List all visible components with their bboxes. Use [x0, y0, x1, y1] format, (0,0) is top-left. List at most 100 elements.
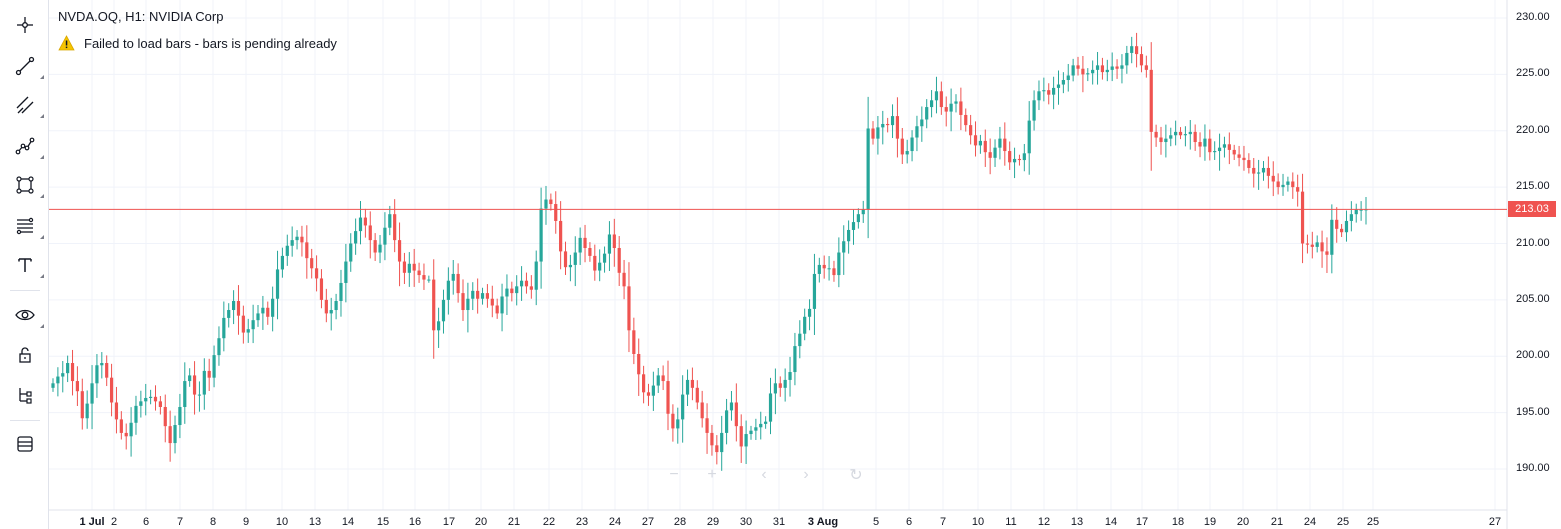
candle-body [56, 376, 60, 384]
chart-grid [49, 0, 1507, 510]
candle [1330, 204, 1334, 274]
candle-body [480, 293, 485, 299]
candle [178, 393, 182, 439]
candle [222, 301, 226, 352]
layers-button[interactable] [8, 429, 42, 459]
candle [402, 252, 407, 285]
submenu-indicator-icon [40, 274, 44, 278]
crosshair-tool[interactable] [8, 10, 42, 40]
text-tool[interactable] [8, 250, 44, 280]
candle [1105, 59, 1109, 82]
candle [954, 94, 958, 113]
candle-body [305, 242, 309, 259]
candle-body [222, 317, 226, 339]
candle-body [856, 214, 860, 223]
candle-body [1335, 219, 1339, 229]
candle-body [500, 296, 504, 314]
time-tick-label: 27 [641, 516, 655, 528]
time-tick-label: 20 [1236, 516, 1250, 528]
candle-body [651, 385, 655, 396]
candle-body [124, 432, 128, 437]
candle [285, 234, 289, 266]
candle-body [1247, 160, 1251, 168]
candle [1286, 176, 1290, 192]
candle [656, 368, 660, 393]
reset-chart-button[interactable]: ↻ [849, 467, 863, 484]
candle [915, 115, 919, 152]
candle [1310, 231, 1314, 259]
candle-body [573, 252, 577, 265]
candle [964, 108, 968, 132]
fib-retracement-tool[interactable] [8, 211, 44, 241]
trend-line-tool[interactable] [8, 51, 44, 81]
candle [729, 391, 734, 421]
scroll-right-button[interactable]: › [803, 466, 809, 483]
candle-body [661, 375, 665, 382]
zoom-in-button[interactable]: + [707, 466, 717, 483]
candle [1237, 145, 1241, 167]
candle-body [969, 125, 973, 136]
candle [783, 368, 787, 402]
candle-body [1344, 220, 1349, 233]
time-tick-label: 1 Jul [79, 516, 105, 528]
price-chart[interactable] [49, 0, 1561, 529]
candle [671, 404, 675, 442]
candle [759, 411, 763, 440]
object-tree-button[interactable] [8, 380, 42, 410]
candle-body [1144, 65, 1148, 70]
candle [227, 303, 231, 328]
toolbar-divider [10, 420, 40, 421]
scroll-left-button[interactable]: ‹ [761, 466, 767, 483]
candle-body [612, 234, 616, 249]
candle [471, 282, 475, 311]
candle-body [529, 286, 533, 290]
candle-body [466, 298, 470, 311]
candle-body [895, 116, 900, 139]
candle-body [1349, 214, 1353, 221]
candle-body [412, 263, 416, 271]
candle [895, 97, 900, 158]
time-tick-label: 11 [1005, 516, 1017, 528]
candle-body [378, 244, 382, 253]
parallel-channel-tool[interactable] [8, 90, 44, 120]
candle [1276, 173, 1280, 195]
candle [598, 249, 602, 282]
candle [1144, 55, 1148, 78]
time-tick-label: 17 [442, 516, 456, 528]
candle-body [358, 217, 363, 232]
candle [534, 250, 538, 306]
candle-body [715, 445, 719, 453]
candle-body [568, 264, 572, 268]
rectangle-tool[interactable] [8, 170, 44, 200]
candle [1271, 161, 1275, 197]
hide-drawings-button[interactable] [8, 300, 44, 330]
candle [602, 246, 607, 273]
candle-body [1066, 75, 1070, 81]
candle-body [1012, 158, 1017, 163]
candle [720, 415, 724, 471]
candle-body [168, 426, 172, 444]
candle [310, 248, 314, 279]
price-tick-label: 190.00 [1516, 462, 1550, 474]
candle [524, 272, 529, 294]
lock-drawings-button[interactable] [8, 340, 42, 370]
candle [358, 201, 363, 245]
rectangle-icon [16, 176, 34, 194]
candle [56, 367, 60, 397]
zoom-out-button[interactable]: − [669, 466, 679, 483]
candle [344, 243, 348, 303]
candle [461, 279, 465, 321]
candle-body [524, 280, 529, 287]
candle [568, 254, 572, 282]
candle [217, 326, 221, 366]
candle-body [944, 107, 948, 112]
candle-body [973, 135, 978, 146]
candle-body [1169, 135, 1173, 139]
candle [119, 411, 123, 440]
time-tick-label: 5 [872, 516, 880, 528]
candle [1188, 119, 1192, 150]
polyline-tool[interactable] [8, 131, 44, 161]
candle [642, 365, 646, 404]
candle-body [66, 363, 70, 374]
candle-body [1276, 181, 1280, 188]
